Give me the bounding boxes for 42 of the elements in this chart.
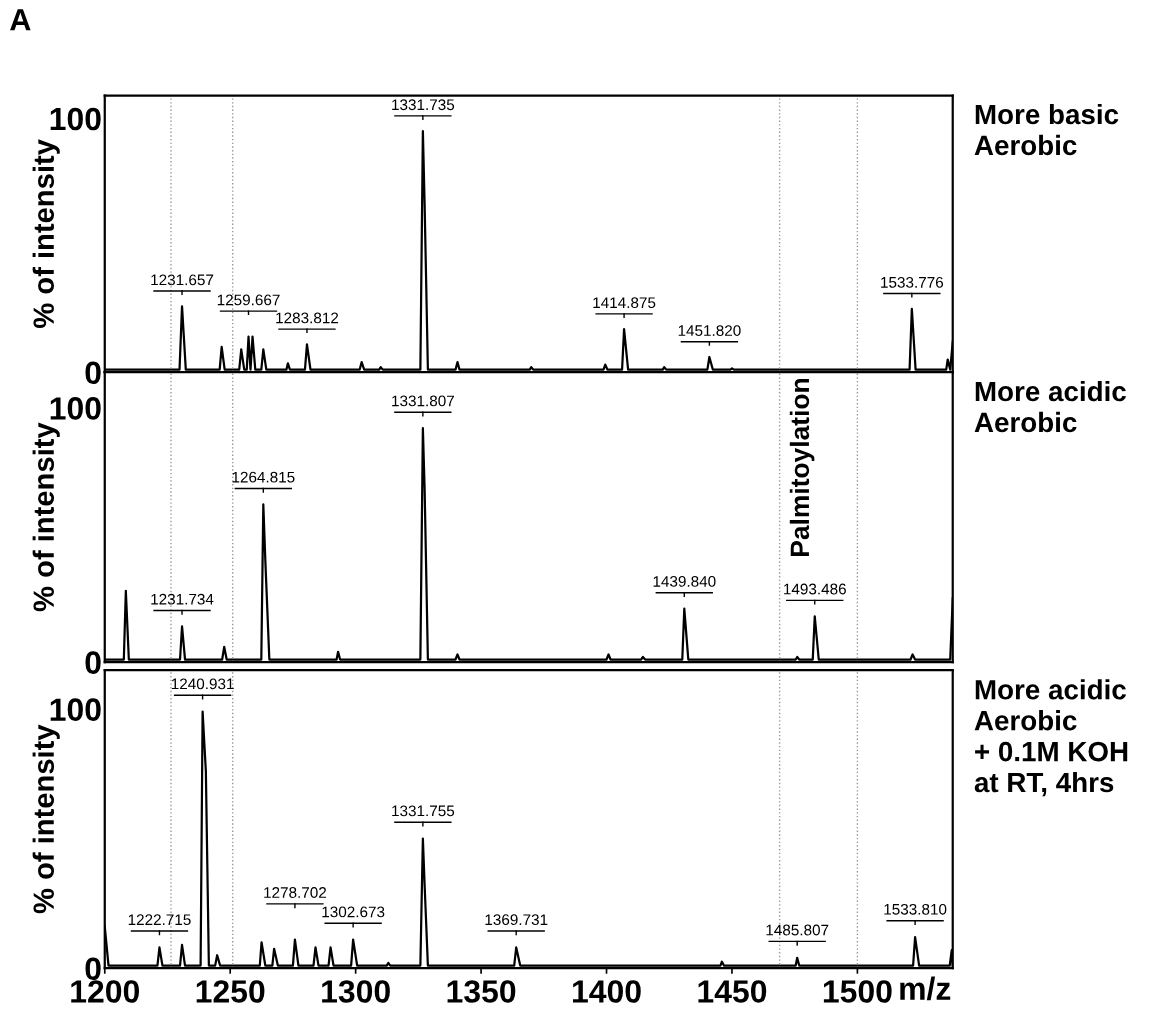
- annotation: 1331.755: [392, 805, 455, 817]
- annotation: 1231.657: [151, 274, 214, 286]
- x-tick-label: 1200: [71, 980, 139, 1003]
- annotation: 1369.731: [485, 914, 548, 926]
- y-tick-label: 100: [50, 107, 101, 131]
- annotation: 1283.812: [276, 312, 339, 324]
- y-tick-label: 0: [85, 361, 101, 385]
- y-tick-label: 0: [85, 957, 101, 981]
- text: A: [10, 9, 31, 31]
- y-axis-title: % of intensity: [32, 139, 60, 328]
- annotation: 1451.820: [678, 325, 741, 336]
- y-axis-title: % of intensity: [32, 422, 60, 612]
- annotation: 1439.840: [653, 576, 716, 587]
- annotation: 1414.875: [593, 297, 656, 309]
- annotation: 1278.702: [264, 887, 327, 898]
- annotation: 1533.776: [881, 276, 944, 288]
- x-tick-label: 1500: [823, 980, 892, 1003]
- annotation: 1331.807: [392, 395, 454, 407]
- x-tick-label: 1400: [573, 980, 641, 1003]
- annotation: 1240.931: [171, 678, 234, 690]
- annotation: 1302.673: [322, 906, 385, 918]
- annotation: 1331.735: [392, 99, 455, 111]
- annotation: 1533.810: [884, 903, 947, 915]
- annotation: 1264.815: [232, 471, 295, 483]
- x-tick-label: 1350: [447, 980, 516, 1003]
- annotation: 1259.667: [217, 294, 280, 306]
- ref-line-label: Palmitoylation: [789, 379, 815, 556]
- x-tick-label: 1250: [196, 980, 265, 1003]
- text: More acidic Aerobic + 0.1M KOH at RT, 4hrs: [974, 679, 1128, 797]
- x-tick-label: 1300: [322, 980, 390, 1003]
- y-tick-label: 0: [85, 651, 101, 674]
- annotation: 1493.486: [784, 583, 846, 595]
- text: More acidic Aerobic: [974, 380, 1126, 433]
- x-axis-title: m/z: [900, 976, 951, 1001]
- annotation: 1485.807: [766, 924, 829, 936]
- text: More basic Aerobic: [974, 103, 1119, 156]
- y-axis-title: % of intensity: [32, 724, 60, 914]
- y-tick-label: 100: [50, 397, 101, 420]
- annotation: 1222.715: [128, 914, 191, 926]
- y-tick-label: 100: [50, 698, 101, 721]
- x-tick-label: 1450: [698, 980, 767, 1003]
- annotation: 1231.734: [151, 593, 214, 605]
